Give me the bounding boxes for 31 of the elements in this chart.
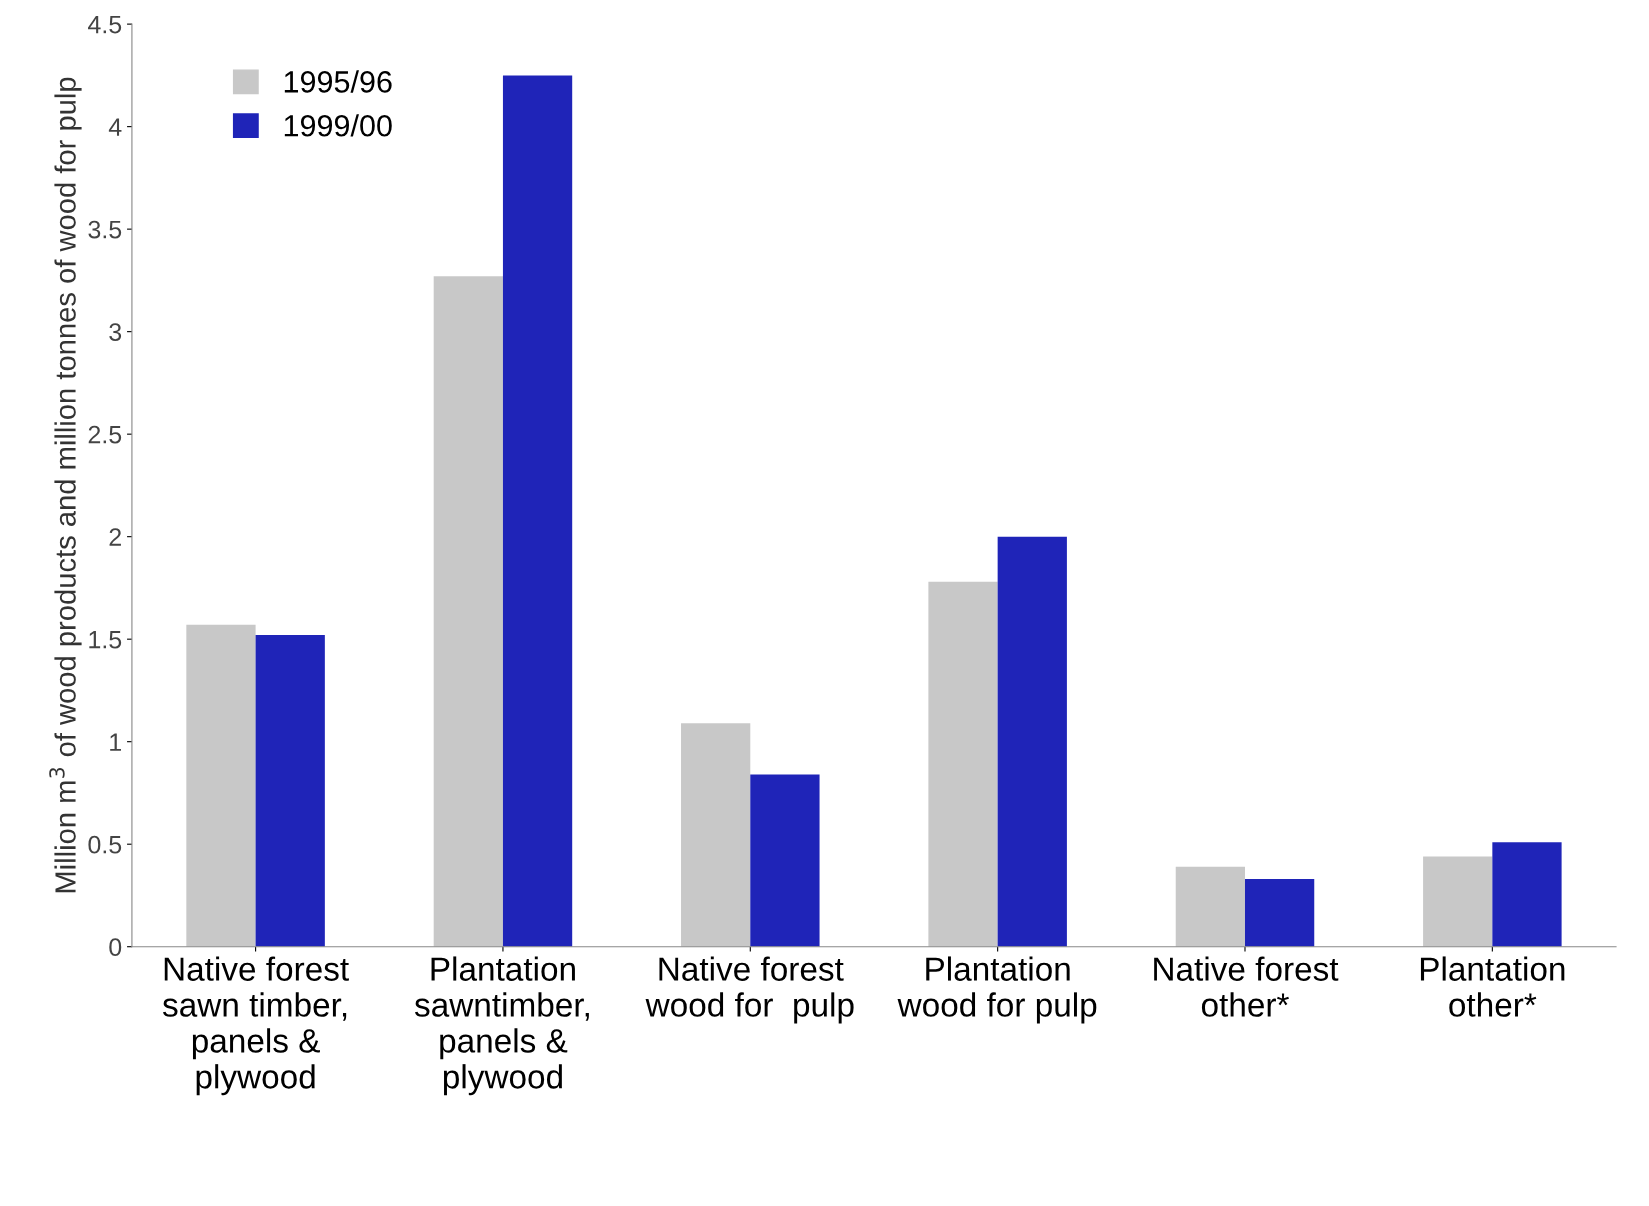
bar: [681, 723, 751, 947]
y-axis-title: Million m$^{3}$ of wood products and million tonnes of wood for pulp: [49, 77, 82, 893]
bar: [928, 581, 998, 947]
bar: [1492, 842, 1562, 947]
x-tick-label: Native forest other*: [1154, 956, 1339, 1017]
y-tick-label: 2.5: [88, 425, 122, 444]
x-tick-label: Plantation other*: [1420, 956, 1565, 1017]
bar: [502, 75, 573, 947]
y-tick-label: 4: [108, 118, 122, 136]
bar: [255, 635, 325, 947]
bar: [1175, 866, 1245, 947]
bar: [1244, 879, 1315, 947]
y-tick-label: 3: [109, 323, 122, 341]
y-tick-label: 0.5: [88, 835, 122, 854]
y-tick-label: 1.5: [89, 631, 122, 649]
y-tick-label: 4.5: [88, 15, 122, 34]
y-tick-label: 0: [109, 938, 122, 957]
bar: [997, 536, 1067, 947]
x-tick-label: Native forest wood for pulp: [645, 956, 854, 1024]
y-tick-label: 3.5: [88, 220, 122, 239]
x-tick-label: Plantation wood for pulp: [897, 956, 1097, 1024]
bar: [433, 276, 503, 947]
bar: [1423, 856, 1493, 947]
legend-label: 1995/96: [284, 70, 392, 93]
x-tick-label: Plantation sawntimber, panels & plywood: [414, 956, 589, 1096]
y-tick-label: 1: [110, 733, 121, 751]
legend-label: 1999/00: [284, 114, 392, 137]
y-tick-label: 2: [109, 528, 121, 546]
bar: [186, 624, 256, 947]
bar: [750, 774, 820, 947]
x-tick-label: Native forest sawn timber, panels & plywood: [162, 956, 349, 1096]
